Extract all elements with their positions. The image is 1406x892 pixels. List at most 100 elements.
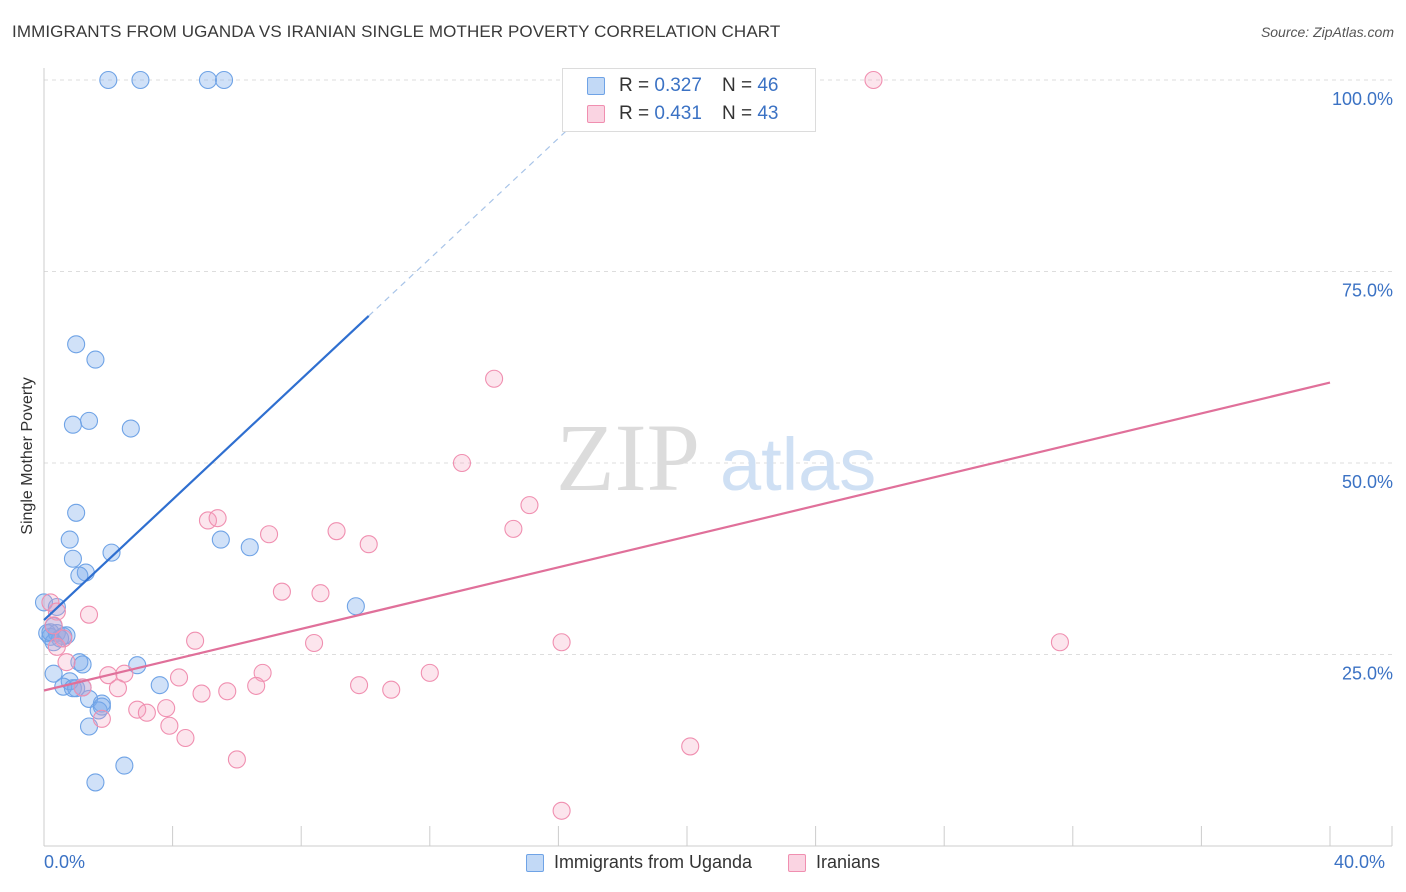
- series-legend: Immigrants from Uganda Iranians: [0, 852, 1406, 873]
- data-point: [47, 602, 66, 621]
- y-tick-label: 25.0%: [1342, 664, 1393, 684]
- legend-n-value: 43: [757, 103, 779, 124]
- data-point: [208, 509, 227, 528]
- data-point: [102, 543, 121, 562]
- legend-item-uganda[interactable]: Immigrants from Uganda: [525, 852, 753, 873]
- y-tick-label: 75.0%: [1342, 281, 1393, 301]
- data-point: [44, 664, 63, 683]
- data-point: [218, 682, 237, 701]
- legend-swatch-uganda: [587, 77, 605, 95]
- data-point: [79, 605, 99, 624]
- data-point: [108, 679, 127, 698]
- data-point: [259, 525, 279, 544]
- axes: [43, 68, 1393, 847]
- data-point: [60, 530, 79, 549]
- data-point: [63, 415, 82, 434]
- data-point: [44, 616, 63, 635]
- data-point: [247, 676, 266, 695]
- legend-label-uganda: Immigrants from Uganda: [553, 852, 753, 872]
- data-point: [346, 597, 365, 616]
- trendline-iranians: [43, 381, 1331, 692]
- chart-title: IMMIGRANTS FROM UGANDA VS IRANIAN SINGLE…: [12, 22, 781, 41]
- data-point: [99, 70, 118, 90]
- legend-row-iranians: R = 0.431 N = 43: [587, 103, 778, 125]
- data-point: [70, 566, 89, 585]
- data-point: [311, 584, 330, 603]
- data-point: [176, 728, 195, 748]
- data-point: [160, 716, 179, 735]
- watermark-atlas: atlas: [720, 423, 876, 506]
- legend-row-uganda: R = 0.327 N = 46: [587, 75, 778, 97]
- data-point: [67, 503, 86, 522]
- legend-r-value: 0.327: [654, 75, 702, 96]
- data-point: [452, 453, 472, 473]
- data-point: [92, 697, 111, 716]
- legend-label-iranians: Iranians: [816, 852, 881, 872]
- data-point: [67, 335, 86, 354]
- legend-r-label: R =: [619, 103, 650, 124]
- data-point: [520, 496, 539, 515]
- data-point: [504, 519, 523, 538]
- legend-n-label: N =: [721, 103, 753, 124]
- x-tick-label-min: 0.0%: [44, 852, 86, 872]
- data-point: [359, 535, 378, 554]
- data-point: [169, 668, 189, 687]
- legend-swatch-iranians: [788, 853, 807, 872]
- series-layer: [34, 70, 1069, 820]
- data-point: [552, 801, 571, 820]
- source-credit: Source: ZipAtlas.com: [1260, 24, 1394, 40]
- data-point: [86, 773, 105, 792]
- data-point: [681, 737, 700, 756]
- legend-swatch-uganda: [525, 853, 544, 872]
- trendline-uganda: [43, 315, 370, 621]
- data-point: [420, 663, 439, 682]
- data-point: [305, 633, 324, 653]
- data-point: [227, 750, 246, 769]
- data-point: [552, 633, 571, 652]
- y-axis-label: Single Mother Poverty: [19, 377, 36, 535]
- data-point: [128, 700, 147, 719]
- x-tick-label-max: 40.0%: [1334, 852, 1386, 872]
- correlation-legend: R = 0.327 N = 46 R = 0.431 N = 43: [562, 68, 816, 132]
- watermark: ZIP atlas: [556, 404, 876, 511]
- data-point: [41, 593, 60, 612]
- data-point: [1050, 633, 1069, 652]
- data-point: [350, 676, 369, 695]
- data-point: [214, 70, 234, 90]
- watermark-zip: ZIP: [556, 404, 700, 511]
- trend-layer: [43, 122, 1331, 692]
- legend-item-iranians[interactable]: Iranians: [788, 852, 880, 873]
- data-point: [137, 703, 156, 722]
- legend-n-value: 46: [757, 75, 779, 96]
- data-point: [198, 70, 218, 90]
- data-point: [211, 530, 230, 549]
- series-iranians: [41, 70, 1069, 820]
- data-point: [121, 419, 140, 438]
- data-point: [47, 637, 66, 656]
- data-point: [382, 680, 401, 699]
- data-point: [57, 653, 76, 672]
- y-tick-label: 100.0%: [1332, 89, 1393, 109]
- grid-lines: [44, 79, 1392, 655]
- data-point: [192, 684, 211, 703]
- legend-r-label: R =: [619, 75, 650, 96]
- legend-r-value: 0.431: [654, 103, 702, 124]
- data-point: [63, 549, 82, 568]
- data-point: [92, 709, 111, 728]
- data-point: [79, 411, 99, 430]
- data-point: [864, 70, 883, 90]
- trendline-uganda-extension: [368, 122, 575, 317]
- legend-n-label: N =: [721, 75, 753, 96]
- data-point: [186, 631, 205, 650]
- data-point: [86, 350, 105, 369]
- data-point: [240, 538, 259, 557]
- data-point: [150, 676, 169, 695]
- data-point: [157, 699, 176, 718]
- data-point: [272, 582, 291, 601]
- legend-swatch-iranians: [587, 105, 605, 123]
- y-tick-label: 50.0%: [1342, 472, 1393, 492]
- data-point: [131, 70, 150, 90]
- y-tick-labels: 25.0% 50.0% 75.0% 100.0%: [1332, 89, 1393, 684]
- data-point: [327, 522, 346, 541]
